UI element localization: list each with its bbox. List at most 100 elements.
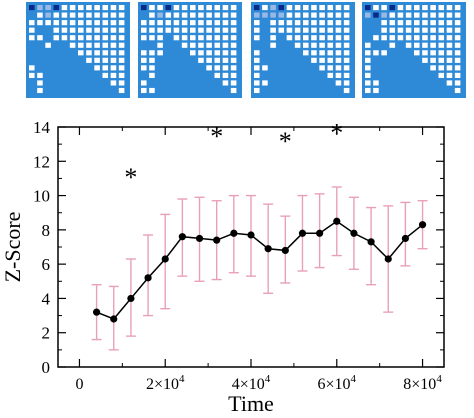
matrix-cell [78,5,84,11]
matrix-cell [230,87,237,94]
matrix-cell [381,12,387,18]
matrix-cell [311,57,317,63]
matrix-cell [53,12,60,18]
matrix-cell [454,80,461,86]
matrix-cell [190,5,196,11]
matrix-cell [61,20,68,26]
matrix-cell [422,27,428,33]
matrix-cell [206,20,212,26]
matrix-cell [102,12,109,18]
matrix-cell [335,35,342,41]
matrix-cell [181,12,188,18]
plot-area: 0 2 4 6 8 10 12 14 0 2×104 4×104 6×104 8×104 * * * * [33,118,445,393]
matrix-cell [222,50,229,56]
matrix-cell [270,20,276,26]
significance-asterisk: * [124,163,137,192]
matrix-cell [110,57,117,63]
matrix-cell [181,20,188,26]
matrix-cell [397,35,404,41]
matrix-cell [270,35,276,41]
data-point [213,236,221,244]
y-tick-label: 4 [42,289,51,308]
matrix-cell [343,5,350,11]
matrix-cell [414,50,420,56]
matrix-cell [198,42,204,48]
matrix-cell [446,72,453,78]
matrix-cell [446,12,453,18]
matrix-cell [214,50,221,56]
matrix-cell [327,35,334,41]
matrix-cell [118,65,125,71]
matrix-cell [327,5,334,11]
matrix-cell [86,57,92,63]
matrix-cell [365,57,371,63]
matrix-cell [37,20,43,26]
matrix-cell [254,12,260,18]
matrix-cell [190,27,196,33]
data-point [418,221,427,229]
matrix-cell [303,20,309,26]
matrix-cell [214,42,221,48]
data-point [367,238,375,246]
matrix-cell [294,12,301,18]
matrix-cell [365,5,371,11]
matrix-cell [335,27,342,33]
matrix-cell [254,35,260,41]
matrix-cell [327,72,334,78]
matrix-cell [149,5,155,11]
matrix-cell [365,12,371,18]
matrix-cell [94,57,100,63]
matrix-cell [446,50,453,56]
x-tick-label: 2×104 [146,373,185,393]
matrix-cell [446,80,453,86]
x-axis-label: Time [228,391,274,413]
matrix-cell [230,57,237,63]
matrix-cell [69,5,76,11]
matrix-cell [222,57,229,63]
matrix-cell [303,27,309,33]
matrix-cell [78,27,84,33]
matrix-cell [405,42,412,48]
data-point [161,255,169,263]
matrix-cell [438,72,445,78]
matrix-cell [397,20,404,26]
matrix-cell [78,12,84,18]
matrix-cell [365,87,371,94]
matrix-cell [141,87,147,94]
matrix-cell [118,35,125,41]
matrix-cell [222,65,229,71]
matrix-cell [414,12,420,18]
matrix-cell [381,27,387,33]
matrix-cell [270,12,276,18]
matrix-cell [381,50,387,56]
matrix-cell [278,5,285,11]
data-point [298,229,307,237]
matrix-cell [29,27,35,33]
data-point [110,315,118,323]
matrix-cell [373,80,379,86]
matrix-cell [438,20,445,26]
matrix-cell [86,42,92,48]
matrix-cell [118,57,125,63]
matrix-cell [78,42,84,48]
matrix-cell [110,20,117,26]
matrix-cell [181,35,188,41]
matrix-cell [389,12,396,18]
matrix-cell [149,27,155,33]
error-bars [91,186,428,351]
matrix-cell [343,57,350,63]
matrix-cell [222,72,229,78]
matrix-cell [173,20,180,26]
matrix-cell [214,27,221,33]
matrix-cell [190,35,196,41]
matrix-cell [454,50,461,56]
matrix-cell [254,5,260,11]
matrix-cell [373,87,379,94]
matrix-cell [270,27,276,33]
matrix-cell [53,27,60,33]
matrix-cell [86,20,92,26]
matrix-cell [118,42,125,48]
matrix-cell [327,20,334,26]
matrix-cell [454,42,461,48]
data-point [247,231,255,239]
